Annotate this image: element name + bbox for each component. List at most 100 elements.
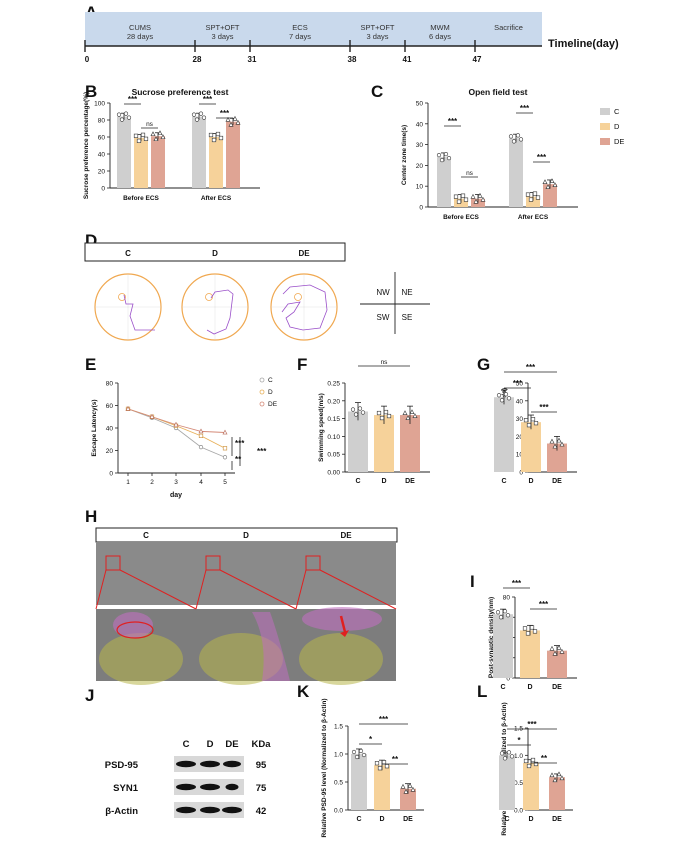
blot-band xyxy=(200,806,220,814)
blot-column-header: DE xyxy=(225,739,238,750)
y-tick-label: 0.5 xyxy=(514,780,523,787)
data-point xyxy=(503,392,509,397)
blot-band xyxy=(223,760,241,768)
data-point xyxy=(360,410,366,415)
data-point xyxy=(552,182,558,188)
data-point xyxy=(496,393,502,398)
sig-label: ** xyxy=(235,455,242,464)
data-point xyxy=(443,151,449,157)
data-point xyxy=(222,429,228,435)
sig-label: *** xyxy=(537,153,547,162)
sig-label: *** xyxy=(220,109,230,118)
zoom-box xyxy=(205,555,221,571)
panel-label-l: L xyxy=(477,682,487,701)
y-tick-label: 0.05 xyxy=(327,452,340,459)
bar-de xyxy=(547,650,567,678)
blot-band xyxy=(222,806,242,814)
sig-label: *** xyxy=(257,447,267,456)
sig-label: *** xyxy=(128,95,138,104)
data-point xyxy=(153,136,159,142)
x-category-label: DE xyxy=(552,816,562,823)
x-category-label: C xyxy=(356,816,361,823)
y-tick-label: 40 xyxy=(516,398,524,405)
data-point xyxy=(149,413,155,419)
group-label: D xyxy=(212,249,218,258)
timeline-tick-label: 47 xyxy=(473,55,482,64)
data-point xyxy=(549,645,555,651)
legend-marker xyxy=(259,401,265,407)
data-point xyxy=(526,763,532,769)
legend-swatch xyxy=(600,123,610,130)
data-point xyxy=(358,748,364,754)
x-group-label: Before ECS xyxy=(123,195,159,202)
group-label: DE xyxy=(340,531,352,540)
data-point xyxy=(400,783,406,789)
bar-c xyxy=(509,138,523,207)
sig-label: ns xyxy=(466,170,474,177)
data-point xyxy=(552,650,558,656)
data-point xyxy=(222,446,228,451)
psd-highlight xyxy=(116,621,154,639)
y-tick-label: 40 xyxy=(416,121,424,128)
data-point xyxy=(515,133,521,138)
data-point xyxy=(198,111,204,116)
timeline-tick-label: 38 xyxy=(348,55,357,64)
swim-track xyxy=(281,284,328,331)
timeline-segment-days: 28 days xyxy=(127,32,154,41)
series-line-c xyxy=(127,408,226,458)
sig-label: ns xyxy=(146,121,154,128)
x-tick-label: 2 xyxy=(150,479,154,486)
bar-de xyxy=(547,443,567,472)
sig-label: ns xyxy=(381,359,389,366)
legend-label: C xyxy=(268,377,273,384)
data-point xyxy=(545,184,551,190)
data-point xyxy=(556,644,562,650)
x-category-label: C xyxy=(504,816,509,823)
kda-value: 95 xyxy=(256,760,267,771)
em-low-mag xyxy=(296,542,396,605)
x-group-label: After ECS xyxy=(201,195,232,202)
data-point xyxy=(556,437,562,443)
data-point xyxy=(502,756,508,761)
sig-label: * xyxy=(369,735,373,744)
data-point xyxy=(191,112,197,117)
x-category-label: DE xyxy=(403,816,413,823)
data-point xyxy=(228,121,234,127)
data-point xyxy=(533,421,539,426)
y-axis-label: Relative PSD-95 level (Normalized to β-A… xyxy=(321,698,328,837)
y-axis-label: Sucrose preference percentage(%) xyxy=(83,92,90,199)
presynaptic-region xyxy=(199,633,283,685)
x-category-label: C xyxy=(501,478,506,485)
sig-label: *** xyxy=(203,95,213,104)
y-tick-label: 20 xyxy=(416,163,424,170)
y-tick-label: 0.25 xyxy=(327,381,340,388)
data-point xyxy=(559,441,565,447)
data-point xyxy=(354,754,360,760)
data-point xyxy=(374,761,380,766)
postsynaptic-region xyxy=(252,612,290,681)
legend-label: C xyxy=(614,107,620,116)
data-point xyxy=(133,133,139,138)
legend-label: D xyxy=(268,389,273,396)
data-point xyxy=(377,766,383,771)
y-tick-label: 0 xyxy=(101,186,105,193)
data-point xyxy=(232,115,238,121)
data-point xyxy=(506,750,512,755)
data-point xyxy=(143,136,149,141)
em-low-mag xyxy=(196,542,296,605)
data-point xyxy=(523,758,529,764)
timeline-segment-days: 7 days xyxy=(289,32,311,41)
data-point xyxy=(528,197,534,202)
data-point xyxy=(173,421,179,427)
sig-label: *** xyxy=(539,403,549,412)
timeline-segment-days: 3 days xyxy=(366,32,388,41)
data-point xyxy=(383,409,389,415)
blot-band xyxy=(176,806,196,814)
quadrant-label: SE xyxy=(402,313,413,322)
zoom-line xyxy=(195,569,207,610)
data-point xyxy=(542,179,548,185)
sig-label: ** xyxy=(541,754,548,763)
data-point xyxy=(116,112,122,117)
panel-label-j: J xyxy=(85,686,94,705)
data-point xyxy=(463,197,469,202)
